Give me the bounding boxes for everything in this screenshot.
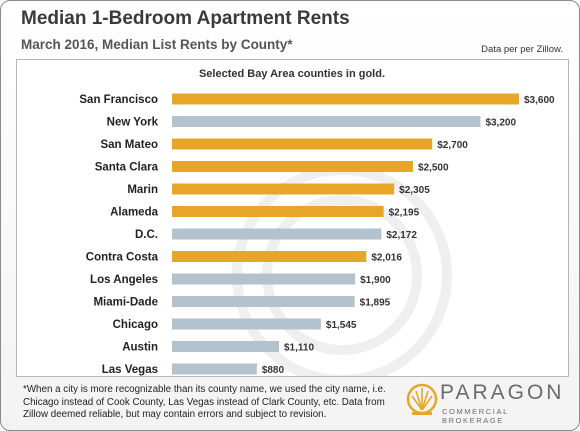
category-label: Marin [127, 184, 158, 196]
logo-tagline: COMMERCIAL BROKERAGE [442, 407, 509, 425]
chart-title: Median 1-Bedroom Apartment Rents [21, 8, 350, 29]
logo-name: PARAGON [440, 381, 565, 404]
category-label: Chicago [113, 319, 158, 331]
source-note: Data per per Zillow. [481, 44, 563, 55]
bars-layer: San Francisco $3,600 New York $3,200 San Mat… [79, 93, 555, 376]
category-label: San Mateo [100, 139, 158, 151]
bar [172, 206, 384, 217]
category-label: Austin [122, 342, 158, 354]
category-label: Alameda [110, 207, 159, 219]
category-label: Los Angeles [90, 274, 158, 286]
value-label: $2,016 [371, 253, 402, 264]
bar [172, 273, 356, 285]
category-label: New York [107, 117, 159, 129]
bar [172, 363, 257, 375]
category-label: Las Vegas [102, 364, 158, 376]
company-logo: PARAGON COMMERCIAL BROKERAGE [406, 379, 571, 425]
value-label: $2,172 [386, 230, 417, 241]
bar-chart: Selected Bay Area counties in gold. San … [79, 68, 555, 376]
value-label: $1,545 [326, 320, 357, 331]
value-label: $2,195 [389, 208, 420, 219]
bar [172, 228, 382, 240]
value-label: $3,200 [485, 118, 516, 129]
category-label: D.C. [135, 229, 158, 241]
value-label: $1,900 [360, 275, 391, 286]
bar [172, 296, 355, 307]
category-label: Contra Costa [86, 252, 159, 264]
bar [172, 183, 395, 195]
value-label: $1,110 [284, 343, 314, 354]
bar [172, 318, 321, 330]
bar [172, 93, 519, 105]
value-label: $2,305 [399, 185, 430, 196]
bar [172, 161, 413, 172]
category-label: San Francisco [79, 94, 158, 106]
paragon-sunburst-icon [406, 383, 438, 415]
bar [172, 341, 279, 352]
value-label: $2,500 [418, 163, 449, 174]
bar [172, 138, 433, 150]
bar [172, 116, 481, 127]
value-label: $1,895 [360, 298, 391, 309]
footnote: *When a city is more recognizable than i… [23, 384, 386, 420]
value-label: $880 [262, 365, 285, 376]
chart-subtitle: March 2016, Median List Rents by County* [21, 37, 293, 52]
category-label: Miami-Dade [93, 297, 158, 309]
bar [172, 251, 367, 262]
value-label: $3,600 [524, 95, 555, 106]
value-label: $2,700 [437, 140, 468, 151]
category-label: Santa Clara [95, 162, 159, 174]
chart-annotation: Selected Bay Area counties in gold. [199, 68, 385, 80]
chart-panel: Selected Bay Area counties in gold. San … [16, 59, 569, 377]
